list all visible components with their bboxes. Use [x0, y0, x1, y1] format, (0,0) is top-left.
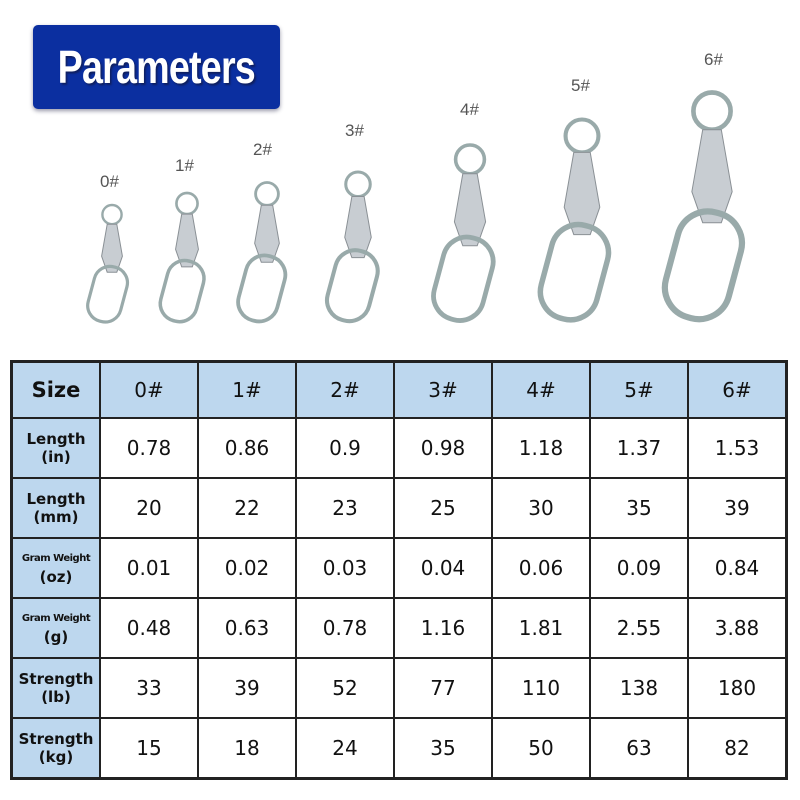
header-cell: 5#: [589, 360, 689, 419]
table-cell: 0.84: [687, 537, 788, 599]
row-label-name: Length: [26, 490, 86, 508]
table-cell: 39: [197, 657, 297, 719]
row-label-name: Strength: [18, 670, 94, 688]
table-cell: 1.53: [687, 417, 788, 479]
row-label-name: Gram Weight: [21, 613, 91, 624]
table-cell: 180: [687, 657, 788, 719]
table-row: Length (mm) 20 22 23 25 30 35 39: [10, 477, 788, 539]
swivel-icon: [86, 203, 130, 324]
table-cell: 24: [295, 717, 395, 780]
row-label-unit: (g): [43, 628, 69, 646]
header-cell: 2#: [295, 360, 395, 419]
row-label-unit: (lb): [41, 688, 71, 706]
header-cell: 1#: [197, 360, 297, 419]
row-label-unit: (in): [41, 448, 71, 466]
size-label: 3#: [345, 121, 364, 140]
swivel-icon: [431, 143, 496, 323]
row-label-name: Length: [26, 430, 86, 448]
table-cell: 0.09: [589, 537, 689, 599]
table-cell: 30: [491, 477, 591, 539]
table-cell: 1.18: [491, 417, 591, 479]
table-cell: 1.16: [393, 597, 493, 659]
table-cell: 110: [491, 657, 591, 719]
swivel-images: [86, 90, 746, 324]
row-label-unit: (kg): [38, 748, 74, 766]
swivel-icon: [324, 170, 380, 324]
table-cell: 22: [197, 477, 297, 539]
row-label: Gram Weight (oz): [10, 537, 101, 599]
header-cell: 6#: [687, 360, 788, 419]
header-cell: 3#: [393, 360, 493, 419]
table-cell: 15: [99, 717, 199, 780]
swivel-icon: [537, 117, 612, 323]
row-label: Gram Weight (g): [10, 597, 101, 659]
title-banner: Parameters: [33, 25, 280, 109]
row-label: Length (in): [10, 417, 101, 479]
row-label: Strength (lb): [10, 657, 101, 719]
header-cell: 0#: [99, 360, 199, 419]
table-cell: 18: [197, 717, 297, 780]
table-cell: 0.01: [99, 537, 199, 599]
table-row: Gram Weight (g) 0.48 0.63 0.78 1.16 1.81 2.55 3.…: [10, 597, 788, 659]
swivel-icon: [661, 90, 746, 323]
title: Parameters: [57, 41, 256, 93]
table-cell: 82: [687, 717, 788, 780]
table-header-row: Size 0# 1# 2# 3# 4# 5# 6#: [10, 360, 788, 419]
table-cell: 50: [491, 717, 591, 780]
swivel-icon: [158, 191, 206, 324]
row-label-name: Gram Weight: [21, 553, 91, 564]
size-label: 4#: [460, 100, 479, 119]
table-cell: 63: [589, 717, 689, 780]
table-cell: 0.03: [295, 537, 395, 599]
table-cell: 0.48: [99, 597, 199, 659]
row-label: Strength (kg): [10, 717, 101, 780]
size-label: 2#: [253, 140, 272, 159]
table-cell: 33: [99, 657, 199, 719]
table-cell: 0.02: [197, 537, 297, 599]
header-cell: Size: [10, 360, 101, 419]
table-cell: 0.9: [295, 417, 395, 479]
table-cell: 2.55: [589, 597, 689, 659]
table-cell: 0.78: [99, 417, 199, 479]
table-cell: 35: [393, 717, 493, 780]
swivel-icon: [236, 181, 288, 324]
header-cell: 4#: [491, 360, 591, 419]
size-label: 0#: [100, 172, 119, 191]
parameters-table: Size 0# 1# 2# 3# 4# 5# 6# Length (in) 0.78 0.86 0.9 0…: [10, 360, 788, 780]
row-label-unit: (mm): [33, 508, 79, 526]
table-row: Strength (kg) 15 18 24 35 50 63 82: [10, 717, 788, 780]
table-cell: 39: [687, 477, 788, 539]
size-label: 1#: [175, 156, 194, 175]
table-cell: 77: [393, 657, 493, 719]
table-cell: 1.37: [589, 417, 689, 479]
table-cell: 23: [295, 477, 395, 539]
table-cell: 0.98: [393, 417, 493, 479]
table-cell: 0.04: [393, 537, 493, 599]
table-cell: 25: [393, 477, 493, 539]
table-row: Strength (lb) 33 39 52 77 110 138 180: [10, 657, 788, 719]
table-cell: 0.86: [197, 417, 297, 479]
table-cell: 35: [589, 477, 689, 539]
table-cell: 138: [589, 657, 689, 719]
row-label-name: Strength: [18, 730, 94, 748]
row-label-unit: (oz): [39, 568, 73, 586]
table-cell: 0.06: [491, 537, 591, 599]
table-cell: 20: [99, 477, 199, 539]
table-row: Gram Weight (oz) 0.01 0.02 0.03 0.04 0.06 0.09 0…: [10, 537, 788, 599]
size-label: 6#: [704, 50, 723, 69]
table-cell: 1.81: [491, 597, 591, 659]
table-row: Length (in) 0.78 0.86 0.9 0.98 1.18 1.37 1.53: [10, 417, 788, 479]
table-cell: 0.63: [197, 597, 297, 659]
table-cell: 3.88: [687, 597, 788, 659]
table-cell: 52: [295, 657, 395, 719]
size-label: 5#: [571, 76, 590, 95]
table-cell: 0.78: [295, 597, 395, 659]
row-label: Length (mm): [10, 477, 101, 539]
